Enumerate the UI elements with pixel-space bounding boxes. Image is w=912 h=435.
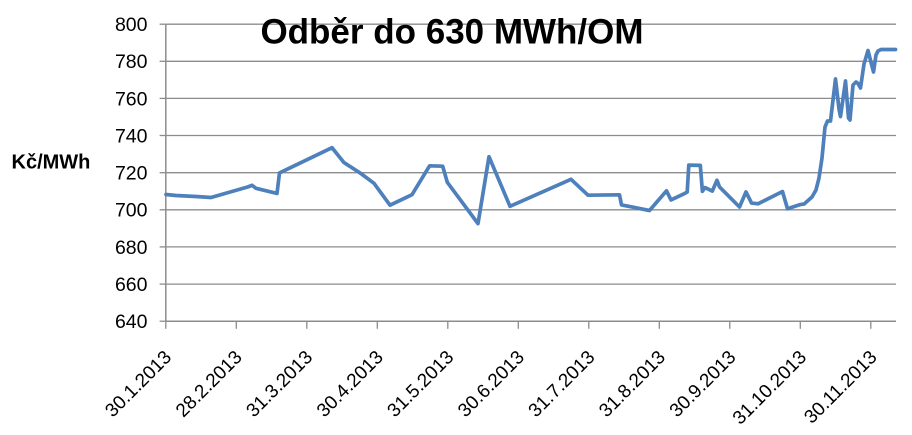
svg-text:800: 800 <box>115 14 148 36</box>
svg-text:Odběr do 630 MWh/OM: Odběr do 630 MWh/OM <box>260 12 643 51</box>
svg-text:31.7.2013: 31.7.2013 <box>525 347 600 422</box>
svg-text:30.9.2013: 30.9.2013 <box>666 347 741 422</box>
svg-text:700: 700 <box>115 200 148 222</box>
svg-text:660: 660 <box>115 274 148 296</box>
svg-text:31.10.2013: 31.10.2013 <box>729 347 811 429</box>
svg-text:31.3.2013: 31.3.2013 <box>243 347 318 422</box>
svg-text:760: 760 <box>115 88 148 110</box>
svg-text:640: 640 <box>115 311 148 333</box>
svg-text:30.1.2013: 30.1.2013 <box>101 347 176 422</box>
svg-text:740: 740 <box>115 125 148 147</box>
svg-text:28.2.2013: 28.2.2013 <box>172 347 247 422</box>
svg-text:Kč/MWh: Kč/MWh <box>12 152 91 174</box>
svg-text:780: 780 <box>115 51 148 73</box>
svg-text:30.11.2013: 30.11.2013 <box>800 347 881 428</box>
svg-text:31.8.2013: 31.8.2013 <box>595 347 670 422</box>
svg-text:30.4.2013: 30.4.2013 <box>313 347 388 422</box>
svg-text:31.5.2013: 31.5.2013 <box>384 347 459 422</box>
svg-text:30.6.2013: 30.6.2013 <box>454 347 529 422</box>
svg-text:720: 720 <box>115 163 148 185</box>
svg-text:680: 680 <box>115 237 148 259</box>
